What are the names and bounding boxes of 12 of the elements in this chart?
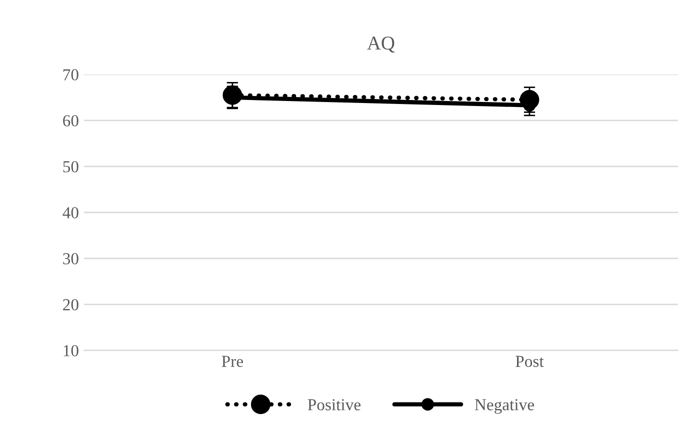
legend-label: Positive <box>308 399 360 410</box>
y-tick-label: 70 <box>63 69 78 80</box>
y-tick-label: 10 <box>64 345 78 356</box>
legend-label: Negative <box>474 399 534 414</box>
y-tick-label: 50 <box>63 161 78 172</box>
x-tick-label: Post <box>516 356 544 367</box>
x-tick-label: Pre <box>222 356 243 367</box>
chart-title: AQ <box>367 36 395 53</box>
y-tick-label: 20 <box>63 299 78 310</box>
y-tick-label: 40 <box>62 207 78 218</box>
y-tick-label: 30 <box>63 253 78 264</box>
y-tick-label: 60 <box>63 115 78 126</box>
